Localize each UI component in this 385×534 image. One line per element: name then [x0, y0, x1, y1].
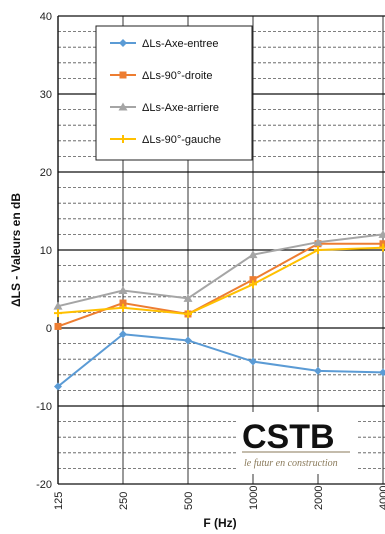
x-tick-label: 500 — [183, 492, 195, 510]
data-point-cross — [379, 243, 385, 252]
series-diamond — [54, 330, 385, 391]
y-tick-label: 10 — [40, 245, 52, 257]
legend: ΔLs-Axe-entree ΔLs-90°-droite ΔLs-Axe-arri… — [95, 25, 253, 161]
data-point-triangle — [248, 250, 258, 259]
legend-label: ΔLs-90°-droite — [142, 70, 212, 82]
data-point-cross — [314, 246, 322, 254]
data-point-cross — [184, 309, 192, 318]
data-point-cross — [54, 309, 62, 318]
y-tick-label: -20 — [36, 479, 52, 491]
y-tick-label: 0 — [46, 323, 52, 335]
x-axis-ticks: 125 250 500 1000 2000 4000 — [53, 486, 385, 510]
y-tick-label: 30 — [40, 89, 52, 101]
y-axis-ticks: -20 -10 0 10 20 30 40 — [36, 11, 52, 491]
data-point-triangle — [313, 237, 323, 246]
x-tick-label: 2000 — [313, 486, 325, 510]
series-line — [57, 242, 383, 328]
logo-tagline: le futur en construction — [244, 458, 338, 469]
data-point-square — [119, 299, 127, 307]
data-point-diamond — [379, 368, 385, 377]
logo-wordmark: CSTB — [242, 418, 335, 456]
legend-label: ΔLs-90°-gauche — [142, 134, 221, 146]
series-cross — [54, 243, 385, 318]
data-point-diamond — [119, 330, 127, 339]
data-point-diamond — [314, 366, 322, 375]
x-tick-label: 1000 — [248, 486, 260, 510]
data-point-triangle — [118, 286, 128, 295]
data-point-triangle — [183, 293, 193, 302]
series-line — [57, 246, 384, 315]
data-point-square — [249, 276, 257, 284]
data-point-diamond — [249, 357, 257, 366]
legend-label: ΔLs-Axe-arriere — [142, 102, 219, 114]
data-point-cross — [119, 303, 127, 312]
x-axis-label: F (Hz) — [203, 516, 236, 530]
data-point-triangle — [53, 301, 63, 310]
y-tick-label: 40 — [40, 11, 52, 23]
logo-background — [238, 412, 356, 474]
series-line — [57, 333, 384, 388]
data-point-triangle — [118, 102, 128, 111]
x-tick-label: 250 — [118, 492, 130, 510]
series-line — [57, 233, 384, 308]
major-gridlines — [57, 15, 385, 485]
legend-label: ΔLs-Axe-entree — [142, 38, 218, 50]
data-point-diamond — [119, 39, 127, 47]
cstb-logo: CSTB le futur en construction — [238, 412, 356, 474]
y-tick-label: 20 — [40, 167, 52, 179]
series-triangle — [53, 229, 385, 310]
data-point-square — [54, 322, 62, 330]
data-point-square — [119, 71, 127, 79]
data-point-cross — [119, 135, 127, 143]
y-tick-label: -10 — [36, 401, 52, 413]
y-axis-label: ΔLS - Valeurs en dB — [9, 193, 23, 307]
x-tick-label: 125 — [53, 492, 65, 510]
data-point-triangle — [378, 229, 385, 238]
series-layer — [53, 229, 385, 391]
data-point-diamond — [54, 382, 62, 391]
data-point-diamond — [184, 336, 192, 345]
series-square — [54, 240, 385, 330]
x-tick-label: 4000 — [378, 486, 385, 510]
data-point-cross — [249, 280, 257, 289]
